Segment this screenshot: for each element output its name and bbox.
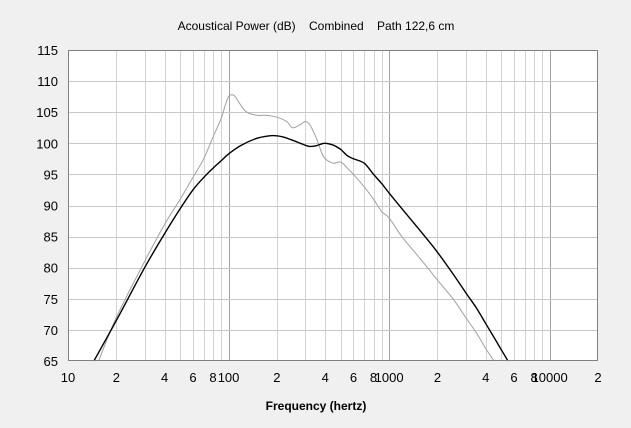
x-tick-label: 8 — [530, 370, 537, 385]
y-axis: 65 70 75 80 85 90 95 100 105 110 115 — [36, 43, 58, 369]
y-tick-label: 75 — [44, 292, 58, 307]
chart-title: Acoustical Power (dB) Combined Path 122,… — [178, 19, 455, 33]
x-tick-label: 4 — [482, 370, 489, 385]
x-tick-label: 6 — [189, 370, 196, 385]
y-tick-label: 85 — [44, 230, 58, 245]
y-tick-label: 95 — [44, 167, 58, 182]
plot-area — [68, 50, 598, 361]
series-line-2 — [93, 134, 509, 362]
x-axis-label: Frequency (hertz) — [266, 399, 367, 413]
x-tick-label: 2 — [434, 370, 441, 385]
x-tick-label: 6 — [510, 370, 517, 385]
x-tick-label: 6 — [350, 370, 357, 385]
x-tick-label: 10000 — [532, 370, 568, 385]
plot-border — [68, 50, 598, 361]
x-tick-label: 2 — [273, 370, 280, 385]
x-tick-label: 100 — [218, 370, 240, 385]
y-tick-label: 110 — [37, 74, 58, 89]
x-tick-label: 4 — [322, 370, 329, 385]
x-tick-label: 10 — [61, 370, 75, 385]
x-tick-label: 2 — [113, 370, 120, 385]
x-tick-label: 8 — [370, 370, 377, 385]
y-tick-label: 65 — [44, 354, 58, 369]
x-tick-label: 8 — [209, 370, 216, 385]
y-tick-label: 100 — [36, 136, 58, 151]
y-tick-label: 70 — [44, 323, 58, 338]
y-tick-label: 90 — [44, 199, 58, 214]
x-tick-label: 4 — [161, 370, 168, 385]
series-line-1 — [98, 94, 495, 362]
x-tick-label: 2 — [594, 370, 601, 385]
series-layer — [93, 94, 509, 362]
x-tick-label: 1000 — [375, 370, 404, 385]
y-tick-label: 105 — [36, 105, 58, 120]
y-tick-label: 115 — [37, 43, 58, 58]
y-tick-label: 80 — [44, 261, 58, 276]
grid-lines — [68, 50, 598, 361]
